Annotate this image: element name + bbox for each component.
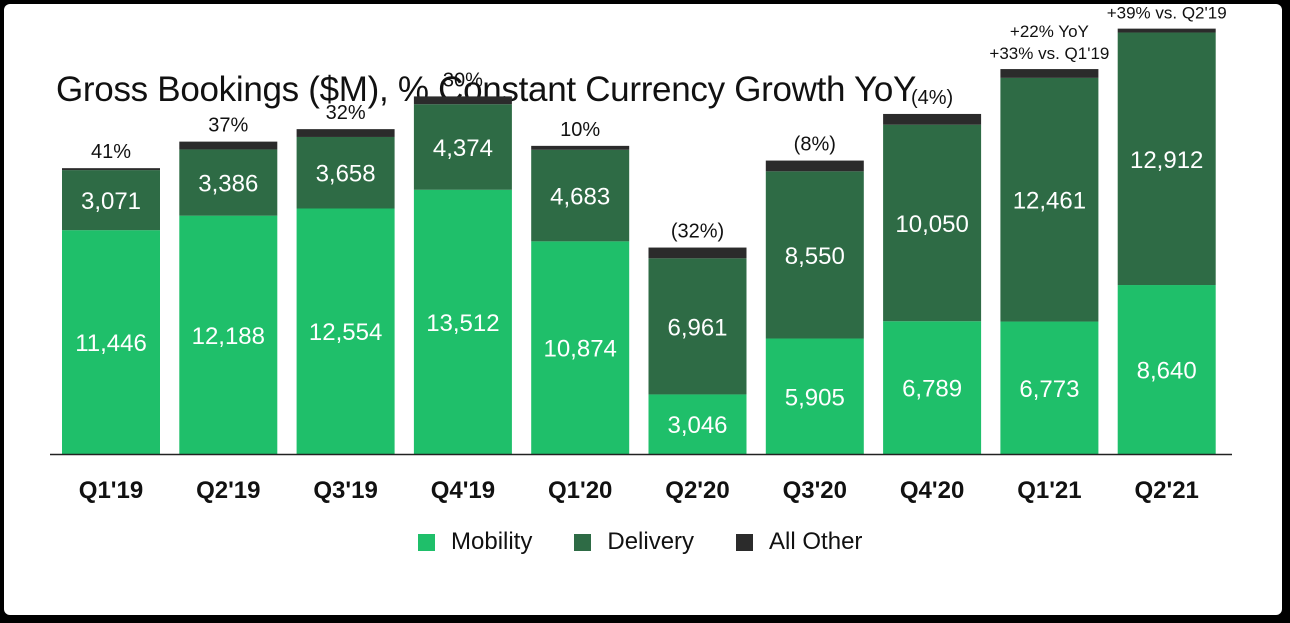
data-label-mobility-5: 10,874 — [543, 336, 616, 363]
bar-delivery-2 — [179, 149, 278, 216]
bar-mobility-6 — [648, 394, 747, 454]
x-tick-label-4: Q4'19 — [431, 477, 495, 504]
x-tick-label-2: Q2'19 — [196, 477, 260, 504]
legend-item-delivery: Delivery — [574, 528, 694, 556]
bar-delivery-5 — [531, 149, 630, 242]
bar-all-other-10 — [1117, 28, 1216, 33]
data-label-delivery-6: 6,961 — [667, 314, 727, 341]
bar-delivery-8 — [883, 124, 982, 322]
bar-mobility-5 — [531, 241, 630, 454]
bar-all-other-8 — [883, 113, 982, 125]
bar-delivery-9 — [1000, 77, 1099, 322]
bar-mobility-4 — [413, 189, 512, 455]
growth-label-5: 10% — [560, 119, 600, 141]
stacked-bar-chart: 11,446 3,071 41% Q1'19 12,188 3,386 37% Q2'19 12… — [50, 4, 1232, 504]
growth-label-2: 37% — [208, 115, 248, 137]
data-label-delivery-8: 10,050 — [895, 211, 968, 238]
growth-label-1: 41% — [91, 141, 131, 163]
growth-label-3: 32% — [326, 102, 366, 124]
data-label-mobility-6: 3,046 — [667, 412, 727, 439]
x-tick-label-7: Q3'20 — [783, 477, 847, 504]
bar-mobility-2 — [179, 215, 278, 454]
data-label-mobility-2: 12,188 — [192, 323, 265, 350]
x-tick-label-3: Q3'19 — [313, 477, 377, 504]
legend-swatch-mobility — [418, 533, 435, 551]
data-label-delivery-5: 4,683 — [550, 184, 610, 211]
data-label-mobility-7: 5,905 — [785, 384, 845, 411]
growth-label-7: (8%) — [794, 134, 836, 156]
growth-label-4: 30% — [443, 69, 483, 91]
bar-delivery-3 — [296, 136, 395, 209]
legend-item-mobility: Mobility — [418, 528, 532, 556]
data-label-mobility-10: 8,640 — [1137, 358, 1197, 385]
bar-all-other-2 — [179, 141, 278, 150]
bar-mobility-9 — [1000, 321, 1099, 454]
x-tick-label-8: Q4'20 — [900, 477, 964, 504]
x-tick-label-5: Q1'20 — [548, 477, 612, 504]
bar-delivery-6 — [648, 258, 747, 395]
x-tick-label-1: Q1'19 — [79, 477, 143, 504]
data-label-mobility-1: 11,446 — [75, 330, 147, 357]
growth-label-10-2: +39% vs. Q2'19 — [1107, 4, 1227, 23]
x-tick-label-10: Q2'21 — [1134, 477, 1198, 504]
data-label-delivery-2: 3,386 — [198, 171, 258, 198]
growth-label-9-1: +22% YoY — [1010, 22, 1089, 41]
bar-delivery-7 — [765, 171, 864, 339]
bar-mobility-3 — [296, 208, 395, 454]
bar-delivery-4 — [413, 104, 512, 190]
bar-all-other-4 — [413, 96, 512, 105]
growth-label-8: (4%) — [911, 87, 953, 109]
growth-label-9-2: +33% vs. Q1'19 — [989, 44, 1109, 63]
bar-mobility-1 — [62, 230, 160, 454]
bar-mobility-10 — [1117, 285, 1216, 454]
bar-mobility-7 — [765, 338, 864, 454]
legend-item-all-other: All Other — [736, 528, 862, 556]
data-label-mobility-3: 12,554 — [309, 319, 382, 346]
data-label-mobility-8: 6,789 — [902, 376, 962, 403]
data-label-delivery-4: 4,374 — [433, 135, 493, 162]
bar-all-other-6 — [648, 247, 747, 259]
bar-mobility-8 — [883, 321, 982, 454]
bar-delivery-1 — [62, 170, 160, 231]
data-label-mobility-4: 13,512 — [426, 310, 499, 337]
legend-swatch-delivery — [574, 533, 592, 551]
legend-label-delivery: Delivery — [607, 528, 695, 555]
data-label-delivery-3: 3,658 — [316, 161, 376, 188]
data-label-delivery-1: 3,071 — [81, 188, 141, 215]
chart-frame: Gross Bookings ($M), % Constant Currency… — [4, 4, 1282, 615]
bar-all-other-9 — [1000, 69, 1099, 78]
bar-delivery-10 — [1117, 32, 1216, 286]
data-label-delivery-10: 12,912 — [1130, 147, 1203, 174]
x-tick-label-9: Q1'21 — [1017, 477, 1081, 504]
legend-label-mobility: Mobility — [451, 528, 533, 555]
x-tick-label-6: Q2'20 — [665, 477, 729, 504]
bar-all-other-5 — [531, 145, 630, 150]
data-label-mobility-9: 6,773 — [1019, 376, 1079, 403]
bar-all-other-1 — [62, 168, 160, 171]
bar-all-other-7 — [765, 160, 864, 172]
growth-label-6: (32%) — [671, 221, 724, 243]
chart-legend: Mobility Delivery All Other — [418, 528, 862, 556]
data-label-delivery-7: 8,550 — [785, 243, 845, 270]
legend-label-all-other: All Other — [769, 528, 863, 555]
bar-all-other-3 — [296, 129, 395, 137]
data-label-delivery-9: 12,461 — [1013, 188, 1086, 215]
legend-swatch-all-other — [736, 533, 754, 551]
